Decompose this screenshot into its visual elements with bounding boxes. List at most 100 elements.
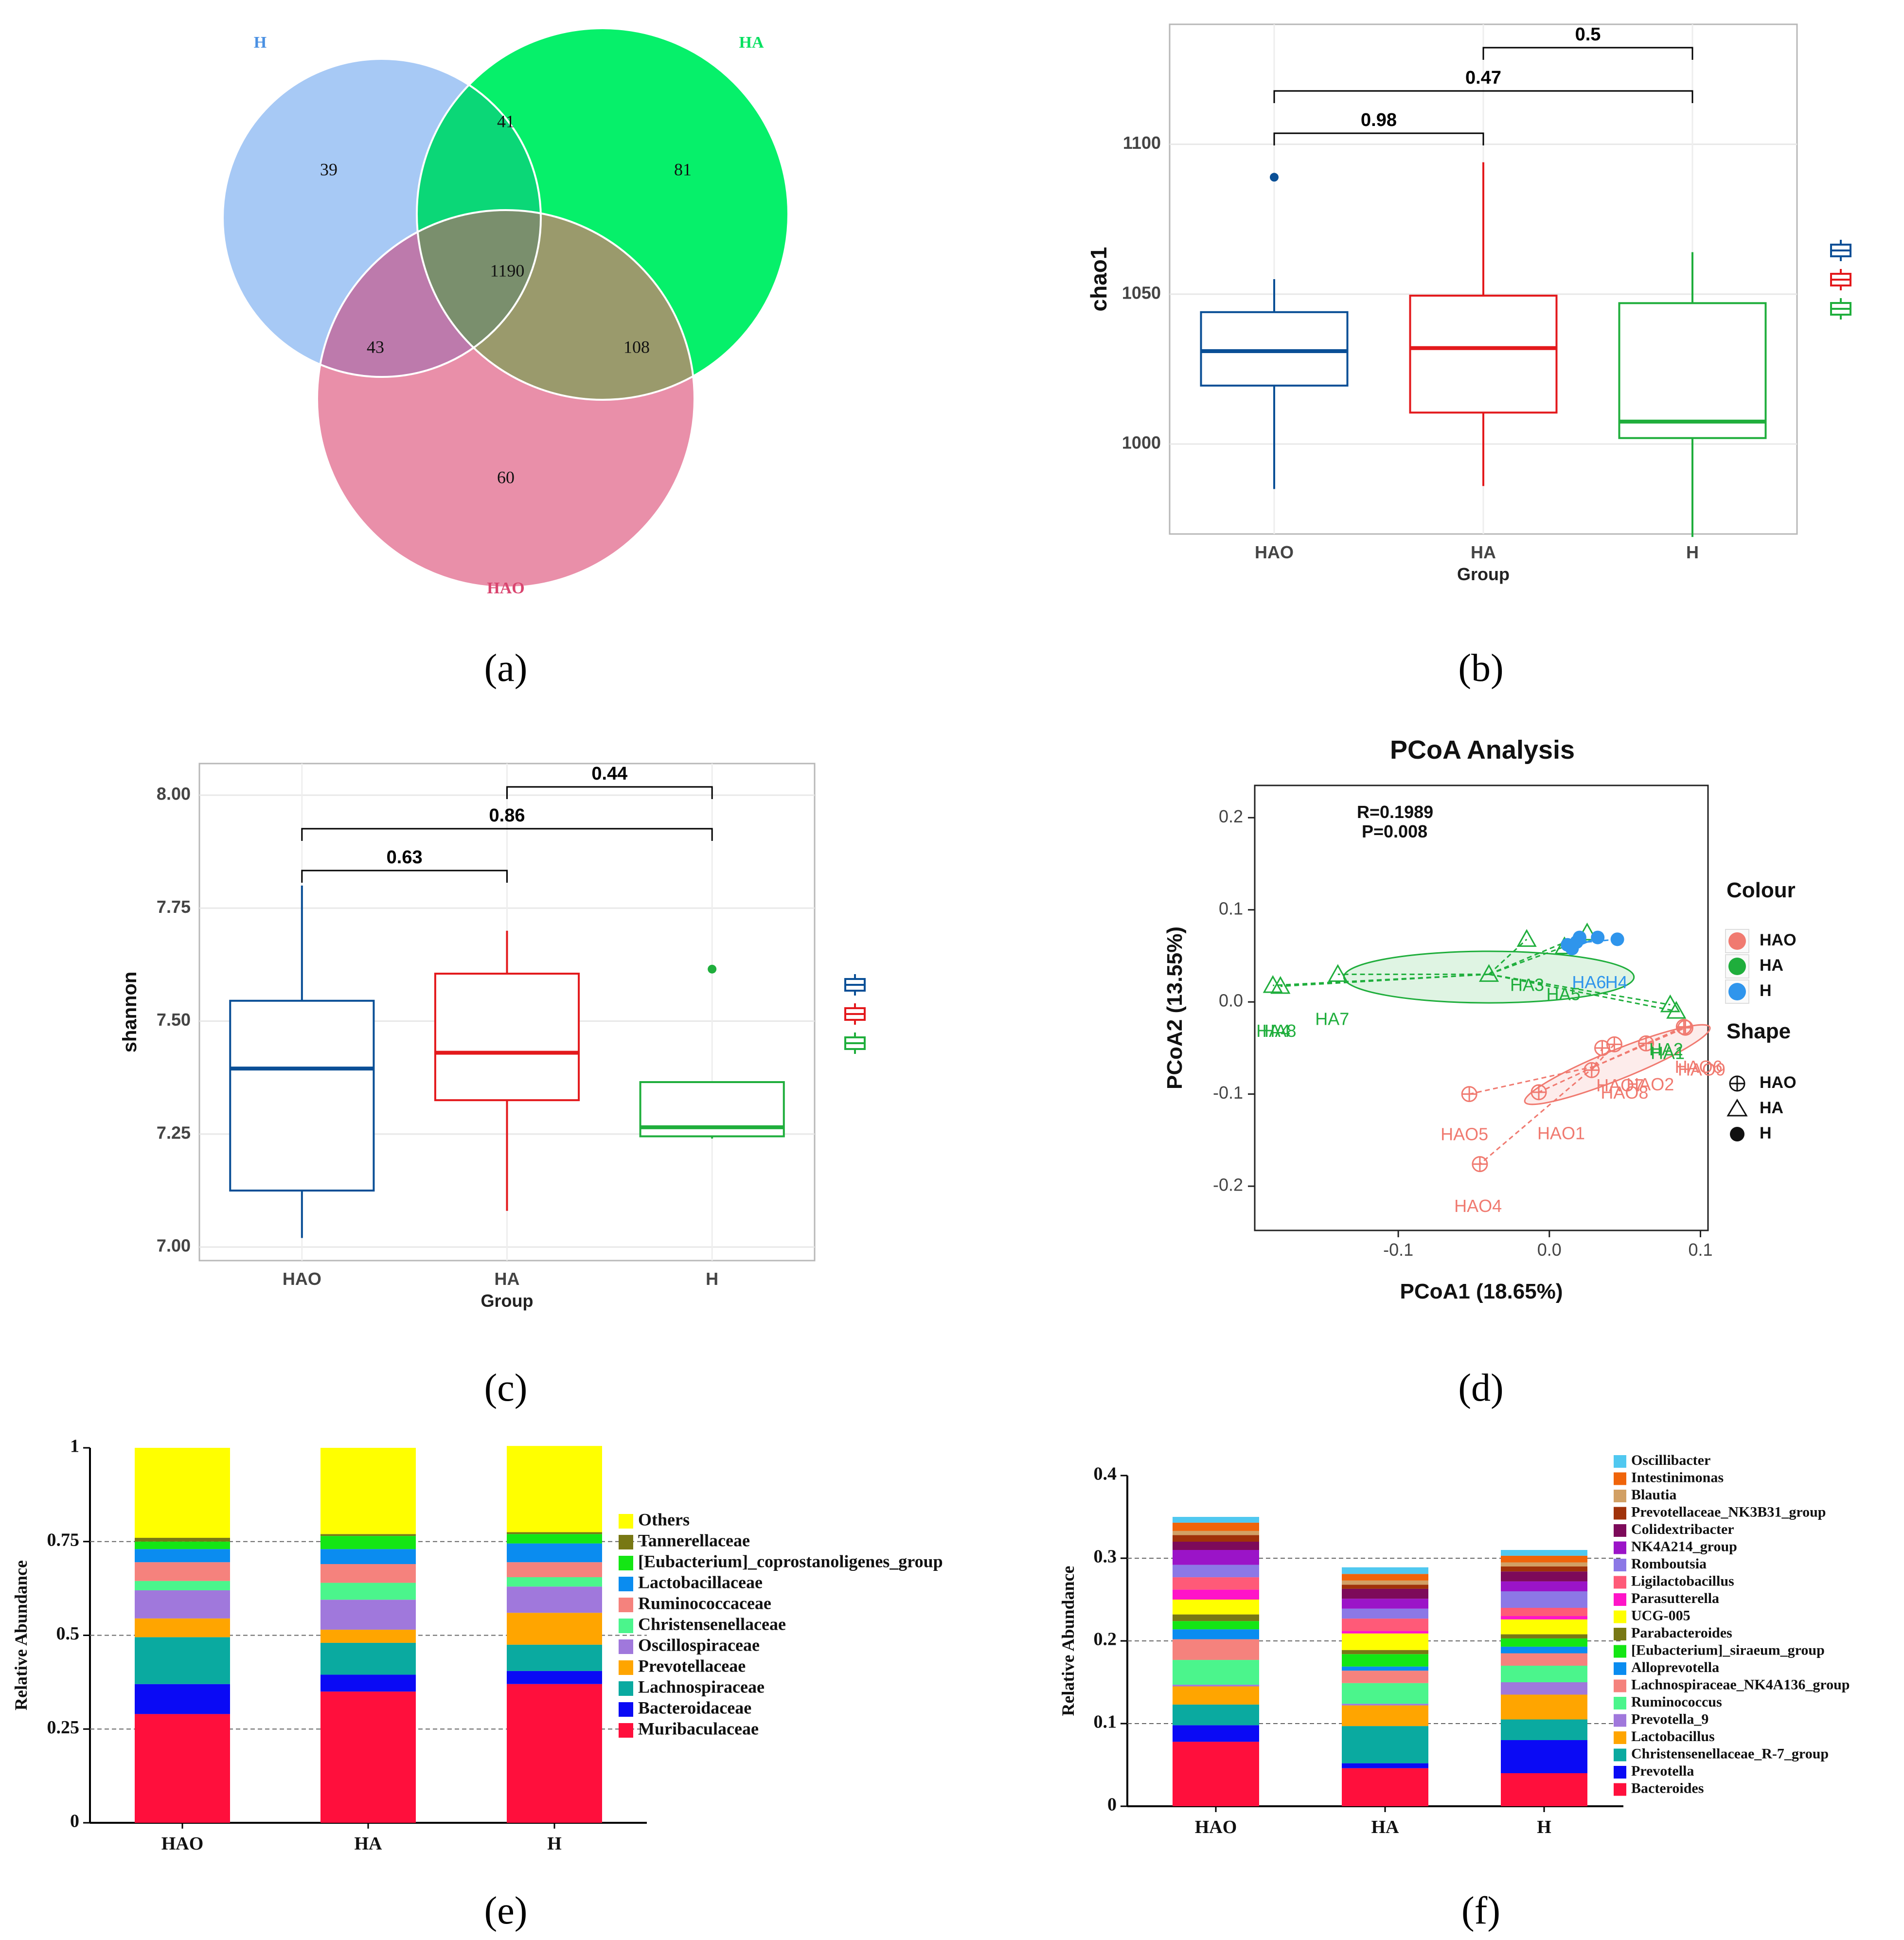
point-hao7 [1594,1040,1611,1056]
legend-swatch [1614,1524,1626,1537]
p-value-label: 0.86 [489,805,525,826]
group-ha [1263,923,1687,1019]
pcoa-title: PCoA Analysis [1390,735,1575,765]
point-hao8 [1584,1062,1600,1078]
legend-label: Bacteroidaceae [638,1698,751,1717]
y-tick-label: -0.2 [1213,1175,1243,1195]
bar-segment [320,1600,416,1630]
point-hao5 [1461,1086,1477,1103]
bar-segment [1501,1666,1587,1682]
y-tick-label: -0.1 [1213,1083,1243,1103]
legend-swatch [1614,1697,1626,1709]
bar-segment [1501,1608,1587,1616]
bar-segment [1173,1639,1259,1660]
legend-shape-title: Shape [1726,1019,1791,1043]
point-label: HA4 [1256,1021,1290,1041]
bar-segment [1173,1704,1259,1726]
y-tick-label: 0.2 [1219,806,1243,826]
point-hao6 [1675,1018,1692,1035]
legend-swatch [619,1702,633,1717]
point-cross [1638,1036,1654,1051]
y-axis-title: Relative Abundance [1058,1566,1078,1716]
venn-count-h-hao: 43 [367,337,384,356]
legend-swatch [1614,1507,1626,1520]
legend-label: Ruminococcaceae [638,1593,771,1613]
genus-stacked-bar-panel: 0 0.1 0.2 0.3 0.4 Relative Abundance HAO HA H Osc… [1058,1452,1850,1837]
x-tick-label: H [1537,1817,1551,1837]
legend-label: Prevotella_9 [1631,1711,1708,1727]
legend-swatch [1614,1472,1626,1485]
y-tick-label: 8.00 [157,784,191,804]
legend-swatch [619,1660,633,1675]
significance-bracket: 0.98 [1273,110,1484,145]
point-label: HA1 [1651,1043,1685,1063]
centroid-spoke [1488,939,1528,975]
bar-segment [320,1536,416,1549]
y-axis-title: Relative Abundance [11,1560,31,1710]
pcoa-panel: PCoA Analysis -0.1 0.0 0.1 -0.2 -0.1 0.0 0.1 0.2… [1163,735,1797,1303]
bar-segment [135,1618,230,1637]
bar-segment [320,1448,416,1534]
p-value-label: 0.47 [1465,68,1501,88]
venn-count-all: 1190 [490,261,525,280]
bar-segment [135,1541,230,1549]
legend-label: Romboutsia [1631,1556,1707,1572]
panel-label-c: (c) [484,1367,528,1409]
bar-segment [1173,1589,1259,1600]
legend-label: Lachnospiraceae_NK4A136_group [1631,1676,1850,1692]
bar-segment [1173,1686,1259,1705]
point-label: HAO5 [1441,1124,1488,1144]
bar-segment [1501,1616,1587,1620]
legend-swatch [1614,1455,1626,1468]
bar-segment [1501,1591,1587,1608]
legend-colour-h [1728,983,1746,1000]
y-tick-label: 7.50 [157,1010,191,1030]
bar-segment [135,1590,230,1619]
legend-label: Christensenellaceae [638,1614,786,1634]
legend-label: Christensenellaceae_R-7_group [1631,1745,1829,1762]
legend-colour-label: HA [1760,956,1783,975]
y-tick-label: 0.75 [47,1530,80,1550]
x-tick-label: HAO [1195,1817,1237,1837]
point-label: HAO2 [1626,1074,1674,1094]
legend-label: Prevotella [1631,1763,1694,1779]
bar-segment [320,1674,416,1692]
bar-segment [1173,1531,1259,1535]
bar-segment [1173,1517,1259,1523]
bar-segment [1342,1584,1428,1589]
box-outlier [708,964,717,974]
y-axis-title: chao1 [1086,247,1111,312]
legend-swatch [1614,1490,1626,1502]
legend-swatch [619,1535,633,1549]
legend-swatch [1614,1610,1626,1623]
point-cross [1676,1019,1691,1034]
centroid-spoke [1489,946,1565,975]
y-tick-label: 0.3 [1094,1547,1117,1567]
bar-segment [135,1538,230,1542]
point-ha2 [1666,1001,1687,1019]
point-hao3 [1606,1036,1622,1052]
bar-segment [320,1642,416,1675]
bar-segment [1342,1619,1428,1631]
point-hao2 [1638,1035,1655,1051]
bar-segment [1342,1631,1428,1634]
chao1-boxplot-panel: 1000 1050 1100 HAO HA H Group chao1 0.98 0.47 0.5 [1086,23,1851,584]
point-h4 [1610,932,1624,946]
bracket-line [1273,90,1693,103]
x-tick-label: -0.1 [1383,1240,1413,1260]
legend-swatch [1614,1645,1626,1658]
point-cross [1531,1085,1547,1100]
x-tick-label: HA [355,1833,383,1854]
bar-stack-ha [1342,1567,1428,1806]
legend-label: Lachnospiraceae [638,1677,765,1696]
x-axis-title: PCoA1 (18.65%) [1400,1280,1563,1303]
point-cross [1584,1063,1599,1078]
box-hao [229,885,375,1238]
significance-bracket: 0.47 [1273,68,1693,103]
venn-count-h-only: 39 [320,160,338,179]
point-label: HAO6 [1675,1057,1723,1077]
x-tick-label: H [706,1269,718,1289]
legend-label: Parasutterella [1631,1590,1719,1606]
legend-label: NK4A214_group [1631,1538,1737,1554]
point-hao1 [1530,1084,1547,1101]
